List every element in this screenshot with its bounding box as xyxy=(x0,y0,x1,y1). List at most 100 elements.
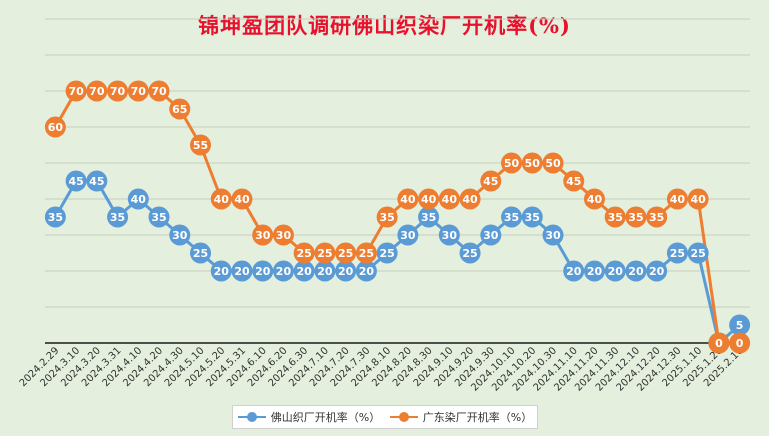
data-label: 45 xyxy=(483,175,498,188)
data-label: 35 xyxy=(379,211,394,224)
data-point xyxy=(44,116,66,138)
data-label: 35 xyxy=(504,211,519,224)
data-point xyxy=(169,98,191,120)
data-point xyxy=(86,170,108,192)
legend-item-guangdong-dyeing: 广东染厂开机率（%） xyxy=(389,409,532,425)
data-label: 40 xyxy=(442,193,458,206)
data-point xyxy=(314,242,336,264)
data-point xyxy=(625,206,647,228)
data-point xyxy=(376,206,398,228)
data-label: 35 xyxy=(421,211,436,224)
data-point xyxy=(521,152,543,174)
data-label: 5 xyxy=(736,319,744,332)
data-point xyxy=(563,170,585,192)
data-label: 55 xyxy=(193,139,208,152)
legend-label: 佛山织厂开机率（%） xyxy=(270,411,381,424)
data-point xyxy=(666,242,688,264)
data-point xyxy=(563,260,585,282)
data-point xyxy=(687,242,709,264)
data-label: 20 xyxy=(359,265,375,278)
data-label: 35 xyxy=(48,211,63,224)
data-point xyxy=(418,188,440,210)
data-point xyxy=(646,206,668,228)
data-label: 20 xyxy=(566,265,582,278)
data-label: 20 xyxy=(317,265,333,278)
data-label: 20 xyxy=(276,265,292,278)
data-label: 35 xyxy=(110,211,125,224)
data-point xyxy=(397,188,419,210)
data-label: 25 xyxy=(670,247,685,260)
data-point xyxy=(604,260,626,282)
data-point xyxy=(148,80,170,102)
chart-title: 锦坤盈团队调研佛山织染厂开机率(%) xyxy=(198,13,571,38)
data-point xyxy=(355,260,377,282)
data-point xyxy=(687,188,709,210)
data-label: 60 xyxy=(48,121,64,134)
data-point xyxy=(501,206,523,228)
data-label: 25 xyxy=(317,247,332,260)
data-label: 50 xyxy=(545,157,561,170)
data-point xyxy=(127,80,149,102)
legend-marker-blue xyxy=(237,412,266,422)
data-label: 65 xyxy=(172,103,187,116)
data-point xyxy=(459,242,481,264)
data-label: 30 xyxy=(483,229,499,242)
data-label: 0 xyxy=(736,337,744,350)
data-point xyxy=(148,206,170,228)
data-label: 30 xyxy=(255,229,271,242)
data-point xyxy=(231,188,253,210)
data-point xyxy=(231,260,253,282)
data-point xyxy=(107,206,129,228)
data-label: 70 xyxy=(89,85,105,98)
data-label: 40 xyxy=(214,193,230,206)
data-point xyxy=(65,80,87,102)
data-point xyxy=(293,242,315,264)
data-label: 50 xyxy=(525,157,541,170)
data-point xyxy=(335,242,357,264)
data-point xyxy=(542,224,564,246)
data-point xyxy=(272,224,294,246)
data-point xyxy=(542,152,564,174)
data-label: 35 xyxy=(628,211,643,224)
data-label: 20 xyxy=(297,265,313,278)
data-label: 25 xyxy=(691,247,706,260)
data-point xyxy=(708,332,730,354)
data-point xyxy=(190,242,212,264)
data-label: 25 xyxy=(359,247,374,260)
data-point xyxy=(438,224,460,246)
data-label: 0 xyxy=(715,337,723,350)
data-label: 40 xyxy=(587,193,603,206)
data-label: 25 xyxy=(193,247,208,260)
data-label: 30 xyxy=(400,229,416,242)
data-point xyxy=(314,260,336,282)
data-label: 40 xyxy=(421,193,437,206)
data-point xyxy=(272,260,294,282)
data-point xyxy=(293,260,315,282)
data-label: 40 xyxy=(691,193,707,206)
legend: 佛山织厂开机率（%） 广东染厂开机率（%） xyxy=(232,405,538,429)
data-point xyxy=(666,188,688,210)
data-label: 20 xyxy=(214,265,230,278)
data-label: 20 xyxy=(255,265,271,278)
data-point xyxy=(210,260,232,282)
data-label: 40 xyxy=(670,193,686,206)
data-label: 25 xyxy=(462,247,477,260)
data-label: 20 xyxy=(338,265,354,278)
data-point xyxy=(501,152,523,174)
data-point xyxy=(252,260,274,282)
data-label: 35 xyxy=(649,211,664,224)
data-point xyxy=(397,224,419,246)
data-point xyxy=(65,170,87,192)
data-label: 45 xyxy=(566,175,581,188)
data-point xyxy=(480,224,502,246)
data-point xyxy=(583,260,605,282)
legend-item-foshan-weaving: 佛山织厂开机率（%） xyxy=(237,409,381,425)
data-label: 35 xyxy=(525,211,540,224)
data-label: 70 xyxy=(131,85,147,98)
data-point xyxy=(583,188,605,210)
data-label: 50 xyxy=(504,157,520,170)
data-point xyxy=(438,188,460,210)
data-point xyxy=(480,170,502,192)
data-label: 45 xyxy=(89,175,104,188)
